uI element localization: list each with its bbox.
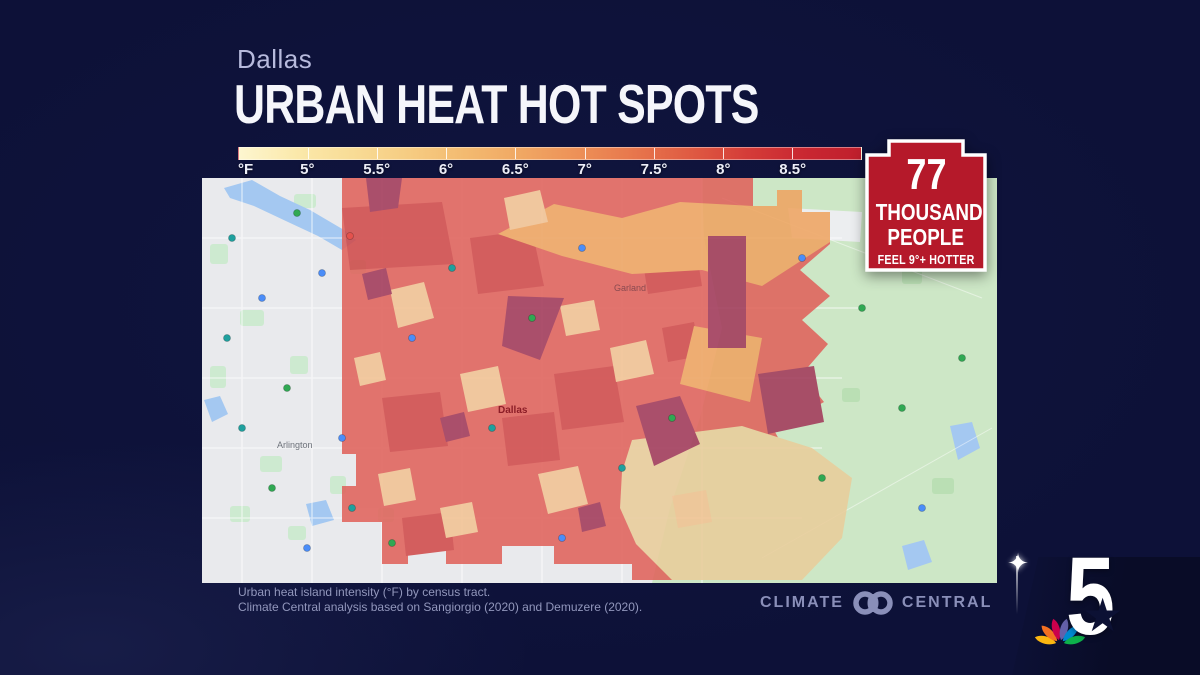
legend-tick-mark bbox=[791, 148, 793, 159]
legend-tick-label: 5° bbox=[300, 161, 315, 178]
source-caption: Urban heat island intensity (°F) by cens… bbox=[238, 585, 642, 615]
badge-line-feel-hotter: FEEL 9°+ HOTTER bbox=[877, 252, 975, 267]
legend-tick-mark bbox=[515, 148, 517, 159]
sparkle-streak bbox=[1016, 556, 1018, 614]
legend-tick-mark bbox=[722, 148, 724, 159]
stat-badge-plaque bbox=[865, 139, 987, 272]
badge-line-people: PEOPLE bbox=[887, 224, 965, 250]
legend-tick-mark bbox=[377, 148, 379, 159]
climate-central-word-central: CENTRAL bbox=[901, 594, 993, 611]
legend-tick-label: 7.5° bbox=[640, 161, 668, 178]
legend-tick-mark bbox=[653, 148, 655, 159]
stat-badge: 77 THOUSAND PEOPLE FEEL 9°+ HOTTER bbox=[864, 139, 988, 273]
heat-map-canvas: Arlington Dallas Garland bbox=[202, 178, 997, 583]
sparkle-icon: ✦ bbox=[1007, 548, 1029, 578]
page-title: URBAN HEAT HOT SPOTS bbox=[234, 72, 907, 136]
climate-central-rings-icon bbox=[853, 591, 893, 615]
legend-tick-label: 8.5° bbox=[779, 161, 807, 178]
heat-map[interactable]: Arlington Dallas Garland bbox=[202, 178, 997, 583]
legend-tick-label: 6° bbox=[438, 161, 454, 178]
legend-tick-labels: °F 5° 5.5° 6° 6.5° 7° 7.5° 8° 8.5° bbox=[238, 161, 862, 181]
overlay-red-tracts bbox=[342, 202, 702, 556]
basemap-lakes bbox=[204, 180, 980, 570]
overlay-peach-tracts bbox=[354, 190, 712, 538]
legend-tick-label: 5.5° bbox=[363, 161, 391, 178]
heat-overlay bbox=[342, 178, 852, 580]
caption-line-2: Climate Central analysis based on Sangio… bbox=[238, 600, 643, 614]
map-label-dallas: Dallas bbox=[498, 405, 528, 416]
badge-line-thousand: THOUSAND bbox=[875, 199, 983, 225]
overlay-maroon-tracts bbox=[362, 178, 824, 532]
page-title-text: URBAN HEAT HOT SPOTS bbox=[234, 73, 759, 135]
station-corner-panel bbox=[1012, 557, 1200, 675]
caption-line-1: Urban heat island intensity (°F) by cens… bbox=[238, 585, 491, 599]
legend-tick-label: 7° bbox=[577, 161, 592, 178]
stat-badge-shape bbox=[865, 139, 987, 272]
legend-tick-label: 8° bbox=[716, 161, 731, 178]
legend-unit-label: °F bbox=[238, 161, 254, 178]
climate-central-word-climate: CLIMATE bbox=[760, 594, 844, 611]
location-label: Dallas bbox=[237, 44, 313, 74]
climate-central-logo: CLIMATE CENTRAL bbox=[760, 589, 992, 617]
map-label-arlington: Arlington bbox=[277, 440, 313, 450]
legend-tick-mark bbox=[446, 148, 448, 159]
station-number: 5 bbox=[1066, 535, 1115, 658]
nbc-peacock-icon bbox=[1034, 618, 1086, 645]
badge-value: 77 bbox=[905, 150, 947, 199]
map-pins bbox=[223, 204, 966, 552]
legend-tick-mark bbox=[584, 148, 586, 159]
legend-tick-mark bbox=[308, 148, 310, 159]
map-label-garland: Garland bbox=[614, 283, 646, 293]
legend-tick-label: 6.5° bbox=[501, 161, 529, 178]
overlay-tan-region bbox=[620, 426, 852, 580]
texas-star-icon: ★ bbox=[1082, 589, 1124, 641]
legend-gradient-bar bbox=[238, 147, 862, 160]
